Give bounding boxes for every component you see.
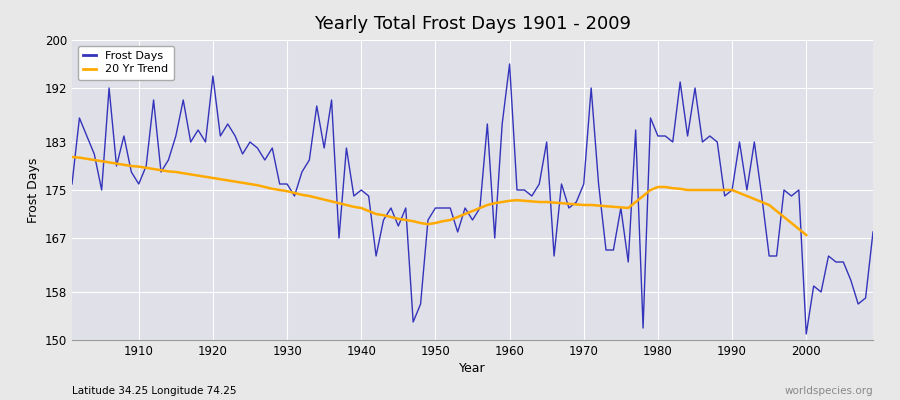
20 Yr Trend bbox=[208, 176, 219, 180]
Frost Days bbox=[289, 194, 300, 198]
Frost Days bbox=[600, 248, 611, 252]
Title: Yearly Total Frost Days 1901 - 2009: Yearly Total Frost Days 1901 - 2009 bbox=[314, 15, 631, 33]
Frost Days bbox=[511, 188, 522, 192]
Frost Days bbox=[868, 230, 878, 234]
Text: Latitude 34.25 Longitude 74.25: Latitude 34.25 Longitude 74.25 bbox=[72, 386, 237, 396]
Frost Days bbox=[801, 332, 812, 336]
Text: worldspecies.org: worldspecies.org bbox=[785, 386, 873, 396]
Legend: Frost Days, 20 Yr Trend: Frost Days, 20 Yr Trend bbox=[77, 46, 174, 80]
Y-axis label: Frost Days: Frost Days bbox=[28, 157, 40, 223]
20 Yr Trend bbox=[801, 232, 812, 237]
20 Yr Trend bbox=[67, 154, 77, 159]
20 Yr Trend bbox=[445, 218, 455, 222]
20 Yr Trend bbox=[742, 194, 752, 198]
X-axis label: Year: Year bbox=[459, 362, 486, 375]
Frost Days bbox=[504, 62, 515, 66]
20 Yr Trend bbox=[238, 180, 248, 185]
20 Yr Trend bbox=[504, 198, 515, 203]
Line: Frost Days: Frost Days bbox=[72, 64, 873, 334]
Frost Days bbox=[67, 182, 77, 186]
Line: 20 Yr Trend: 20 Yr Trend bbox=[72, 157, 806, 235]
Frost Days bbox=[334, 236, 345, 240]
Frost Days bbox=[126, 170, 137, 174]
Frost Days bbox=[497, 122, 508, 126]
20 Yr Trend bbox=[764, 202, 775, 207]
